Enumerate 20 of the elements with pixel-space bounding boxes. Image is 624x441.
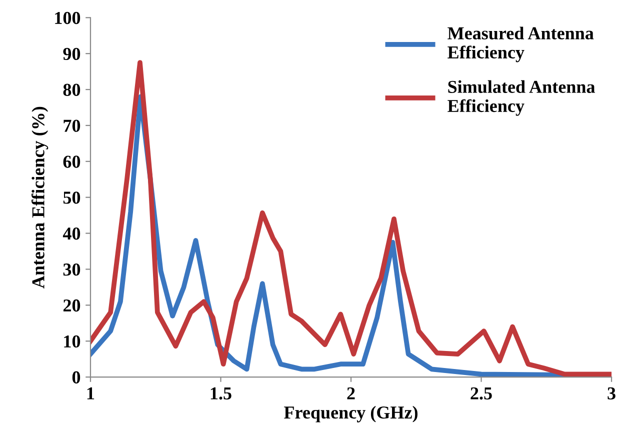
y-tick-label: 70: [64, 120, 80, 132]
x-tick-label: 1: [87, 387, 94, 400]
y-tick-label: 50: [63, 192, 80, 204]
y-tick-label: 30: [63, 263, 80, 276]
y-axis-title: Antenna Efficiency (%): [32, 106, 48, 288]
x-tick-label: 1.5: [210, 387, 232, 400]
x-tick-label: 2.5: [470, 387, 492, 400]
y-tick-label: 80: [63, 84, 80, 96]
y-tick-label: 0: [72, 371, 80, 384]
y-tick-label: 20: [63, 299, 80, 312]
x-tick-label: 2: [347, 387, 355, 400]
legend-label: Simulated Antenna Efficiency: [448, 80, 596, 116]
y-tick-label: 40: [62, 228, 80, 240]
y-tick-label: 90: [63, 48, 80, 60]
y-tick-label: 10: [64, 335, 80, 348]
x-tick-label: 3: [608, 387, 616, 400]
y-tick-label: 100: [55, 12, 80, 24]
y-tick-label: 60: [63, 156, 80, 168]
x-axis-title: Frequency (GHz): [284, 406, 418, 422]
legend-label: Measured Antenna Efficiency: [448, 26, 594, 62]
